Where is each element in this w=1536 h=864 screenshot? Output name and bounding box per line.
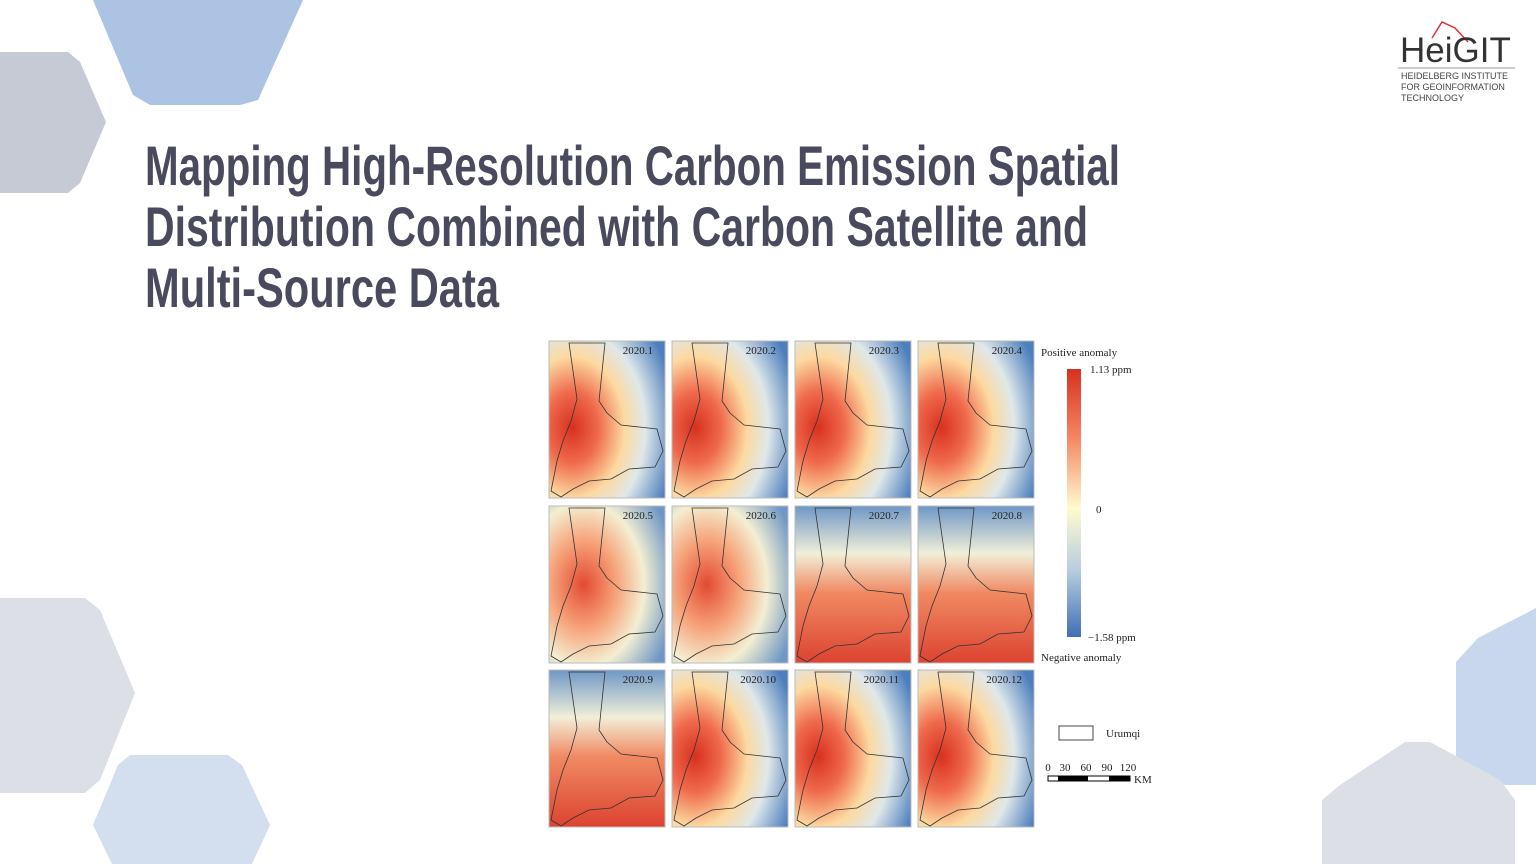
decor-hexagon [1322,742,1515,864]
map-panel: 2020.11 [794,669,912,828]
decor-hexagon [0,52,106,193]
legend-label: Negative anomaly [1041,652,1122,664]
map-panel: 2020.5 [548,505,666,664]
scale-tick-label: 120 [1120,762,1137,774]
map-image [794,340,912,499]
map-boundary [796,671,910,827]
logo-line: FOR GEOINFORMATION [1401,82,1505,92]
panel-label: 2020.3 [869,345,900,357]
panel-label: 2020.10 [740,674,776,686]
scale-tick-label: 90 [1102,762,1114,774]
map-panel: 2020.9 [548,669,666,828]
title-line: Multi-Source Data [145,256,500,319]
scale-tick-label: 0 [1045,762,1051,774]
map-image [794,669,912,828]
map-panel: 2020.7 [794,505,912,664]
map-panel: 2020.2 [671,340,789,499]
logo-icon [1431,21,1469,43]
legend-label: −1.58 ppm [1088,632,1136,644]
title-line: Distribution Combined with Carbon Satell… [145,195,1088,258]
map-image [917,340,1035,499]
legend-label: Urumqi [1106,728,1140,740]
map-image [548,340,666,499]
panel-label: 2020.12 [986,674,1022,686]
map-boundary [796,507,910,663]
legend-label: 1.13 ppm [1090,364,1132,376]
map-panel: 2020.10 [671,669,789,828]
map-image [917,669,1035,828]
panel-label: 2020.9 [623,674,654,686]
panel-label: 2020.8 [992,510,1023,522]
map-panel: 2020.4 [917,340,1035,499]
scale-bar [1109,776,1130,781]
map-boundary [673,671,787,827]
logo-name: HeiGIT [1400,31,1511,70]
map-image [671,505,789,664]
title-line: Mapping High-Resolution Carbon Emission … [145,134,1120,197]
map-image [548,505,666,664]
map-boundary [919,507,1033,663]
legend-label: Positive anomaly [1041,347,1118,359]
map-boundary [550,342,664,498]
map-boundary [673,342,787,498]
decor-hexagon [93,0,303,105]
map-boundary [919,671,1033,827]
logo-line: HEIDELBERG INSTITUTE [1401,71,1508,81]
map-panel: 2020.12 [917,669,1035,828]
map-image [794,505,912,664]
map-panel: 2020.1 [548,340,666,499]
map-boundary [919,342,1033,498]
decor-hexagon [93,755,270,864]
map-boundary [673,507,787,663]
scale-tick-label: 30 [1060,762,1072,774]
panel-label: 2020.6 [746,510,777,522]
scale-tick-label: 60 [1081,762,1093,774]
logo-line: TECHNOLOGY [1401,93,1464,103]
panel-label: 2020.7 [869,510,900,522]
map-image [671,669,789,828]
logo: HeiGIT HEIDELBERG INSTITUTE FOR GEOINFOR… [1398,21,1515,103]
map-panel: 2020.8 [917,505,1035,664]
scale-bar [1068,776,1088,781]
panel-label: 2020.4 [992,345,1023,357]
map-image [671,340,789,499]
panel-label: 2020.2 [746,345,776,357]
map-image [917,505,1035,664]
map-image [548,669,666,828]
map-boundary [796,342,910,498]
map-boundary [550,507,664,663]
panel-label: 2020.11 [864,674,899,686]
panel-label: 2020.5 [623,510,654,522]
map-panel: 2020.3 [794,340,912,499]
map-panel: 2020.6 [671,505,789,664]
map-boundary [550,671,664,827]
colorbar [1067,369,1081,637]
scale-bar [1058,776,1068,781]
legend-swatch [1058,725,1094,741]
figure: Positive anomaly 1.13 ppm 0 −1.58 ppm Ne… [548,340,1152,828]
decor-hexagon [0,598,135,793]
decor-hexagon [1456,608,1536,785]
panel-label: 2020.1 [623,345,653,357]
scale-unit: KM [1134,774,1152,786]
legend-label: 0 [1096,504,1102,516]
